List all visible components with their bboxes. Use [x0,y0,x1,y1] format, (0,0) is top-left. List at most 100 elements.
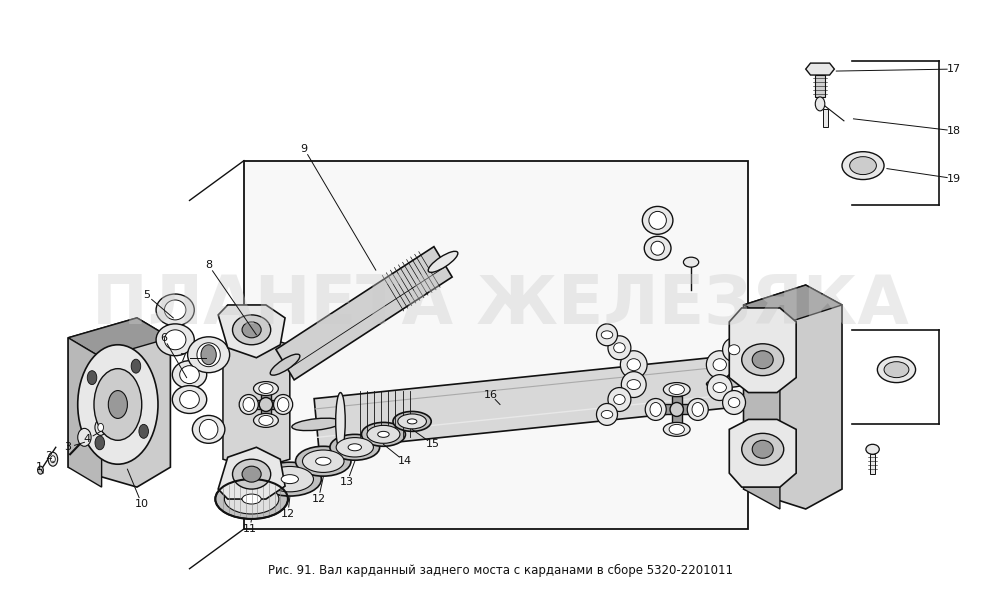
Ellipse shape [706,350,733,379]
Ellipse shape [281,475,298,484]
Polygon shape [663,404,690,414]
Ellipse shape [669,385,684,394]
Ellipse shape [663,423,690,436]
Ellipse shape [361,423,405,446]
Text: 19: 19 [947,173,961,184]
Ellipse shape [842,152,884,179]
Text: 6: 6 [160,333,167,343]
Bar [823,109,828,127]
Ellipse shape [98,423,104,432]
Ellipse shape [706,375,756,388]
Bar [815,75,825,97]
Ellipse shape [670,403,683,416]
Ellipse shape [38,466,43,474]
Ellipse shape [336,392,345,451]
Ellipse shape [192,416,225,443]
Polygon shape [744,285,842,325]
Ellipse shape [172,361,207,388]
Ellipse shape [752,440,773,458]
Ellipse shape [393,411,431,432]
Ellipse shape [645,398,666,420]
Ellipse shape [108,391,127,419]
Ellipse shape [243,397,254,411]
Text: 8: 8 [205,260,212,270]
Ellipse shape [78,345,158,464]
Ellipse shape [48,452,58,466]
Ellipse shape [367,426,400,443]
Polygon shape [261,392,271,416]
Ellipse shape [233,459,271,489]
Ellipse shape [139,424,148,438]
Ellipse shape [188,337,230,372]
Polygon shape [254,400,277,410]
Text: 16: 16 [483,390,497,400]
Ellipse shape [713,359,726,371]
Ellipse shape [78,429,91,446]
Ellipse shape [608,336,631,360]
Ellipse shape [180,391,199,408]
Polygon shape [244,160,748,529]
Ellipse shape [254,413,278,427]
Ellipse shape [850,157,876,175]
Ellipse shape [94,369,142,440]
Polygon shape [314,356,734,450]
Text: 4: 4 [84,435,91,445]
Ellipse shape [650,403,661,416]
Ellipse shape [742,344,784,376]
Ellipse shape [316,457,331,465]
Ellipse shape [302,450,344,472]
Ellipse shape [728,397,740,407]
Ellipse shape [164,330,186,350]
Ellipse shape [398,414,426,429]
Ellipse shape [644,236,671,260]
Ellipse shape [242,466,261,482]
Text: 2: 2 [46,451,53,461]
Polygon shape [672,395,682,423]
Ellipse shape [649,211,666,229]
Ellipse shape [277,397,289,411]
Polygon shape [744,305,780,509]
Polygon shape [729,419,796,487]
Ellipse shape [201,345,216,365]
Ellipse shape [601,410,613,419]
Ellipse shape [713,382,726,392]
Ellipse shape [95,419,106,435]
Ellipse shape [728,345,740,355]
Text: 5: 5 [143,290,150,300]
Ellipse shape [407,419,417,424]
Ellipse shape [180,366,199,384]
Ellipse shape [723,338,746,362]
Text: 3: 3 [65,442,72,452]
Polygon shape [744,285,842,509]
Ellipse shape [683,257,699,267]
Text: 9: 9 [301,144,308,154]
Ellipse shape [156,294,194,326]
Ellipse shape [131,359,141,373]
Polygon shape [218,448,285,499]
Bar [870,454,875,474]
Ellipse shape [707,375,732,401]
Ellipse shape [296,446,351,476]
Ellipse shape [428,251,458,272]
Ellipse shape [752,350,773,369]
Polygon shape [218,305,285,358]
Text: 17: 17 [947,64,961,74]
Ellipse shape [215,479,288,519]
Ellipse shape [258,462,321,496]
Ellipse shape [259,416,273,426]
Ellipse shape [348,444,361,451]
Ellipse shape [224,484,279,514]
Ellipse shape [259,397,273,411]
Ellipse shape [274,394,293,414]
Ellipse shape [270,354,300,375]
Ellipse shape [621,372,646,397]
Ellipse shape [866,445,879,454]
Ellipse shape [87,371,97,385]
Ellipse shape [233,315,271,345]
Ellipse shape [627,379,640,390]
Ellipse shape [596,324,618,346]
Ellipse shape [614,394,625,404]
Ellipse shape [723,391,746,414]
Ellipse shape [330,435,380,460]
Ellipse shape [620,350,647,379]
